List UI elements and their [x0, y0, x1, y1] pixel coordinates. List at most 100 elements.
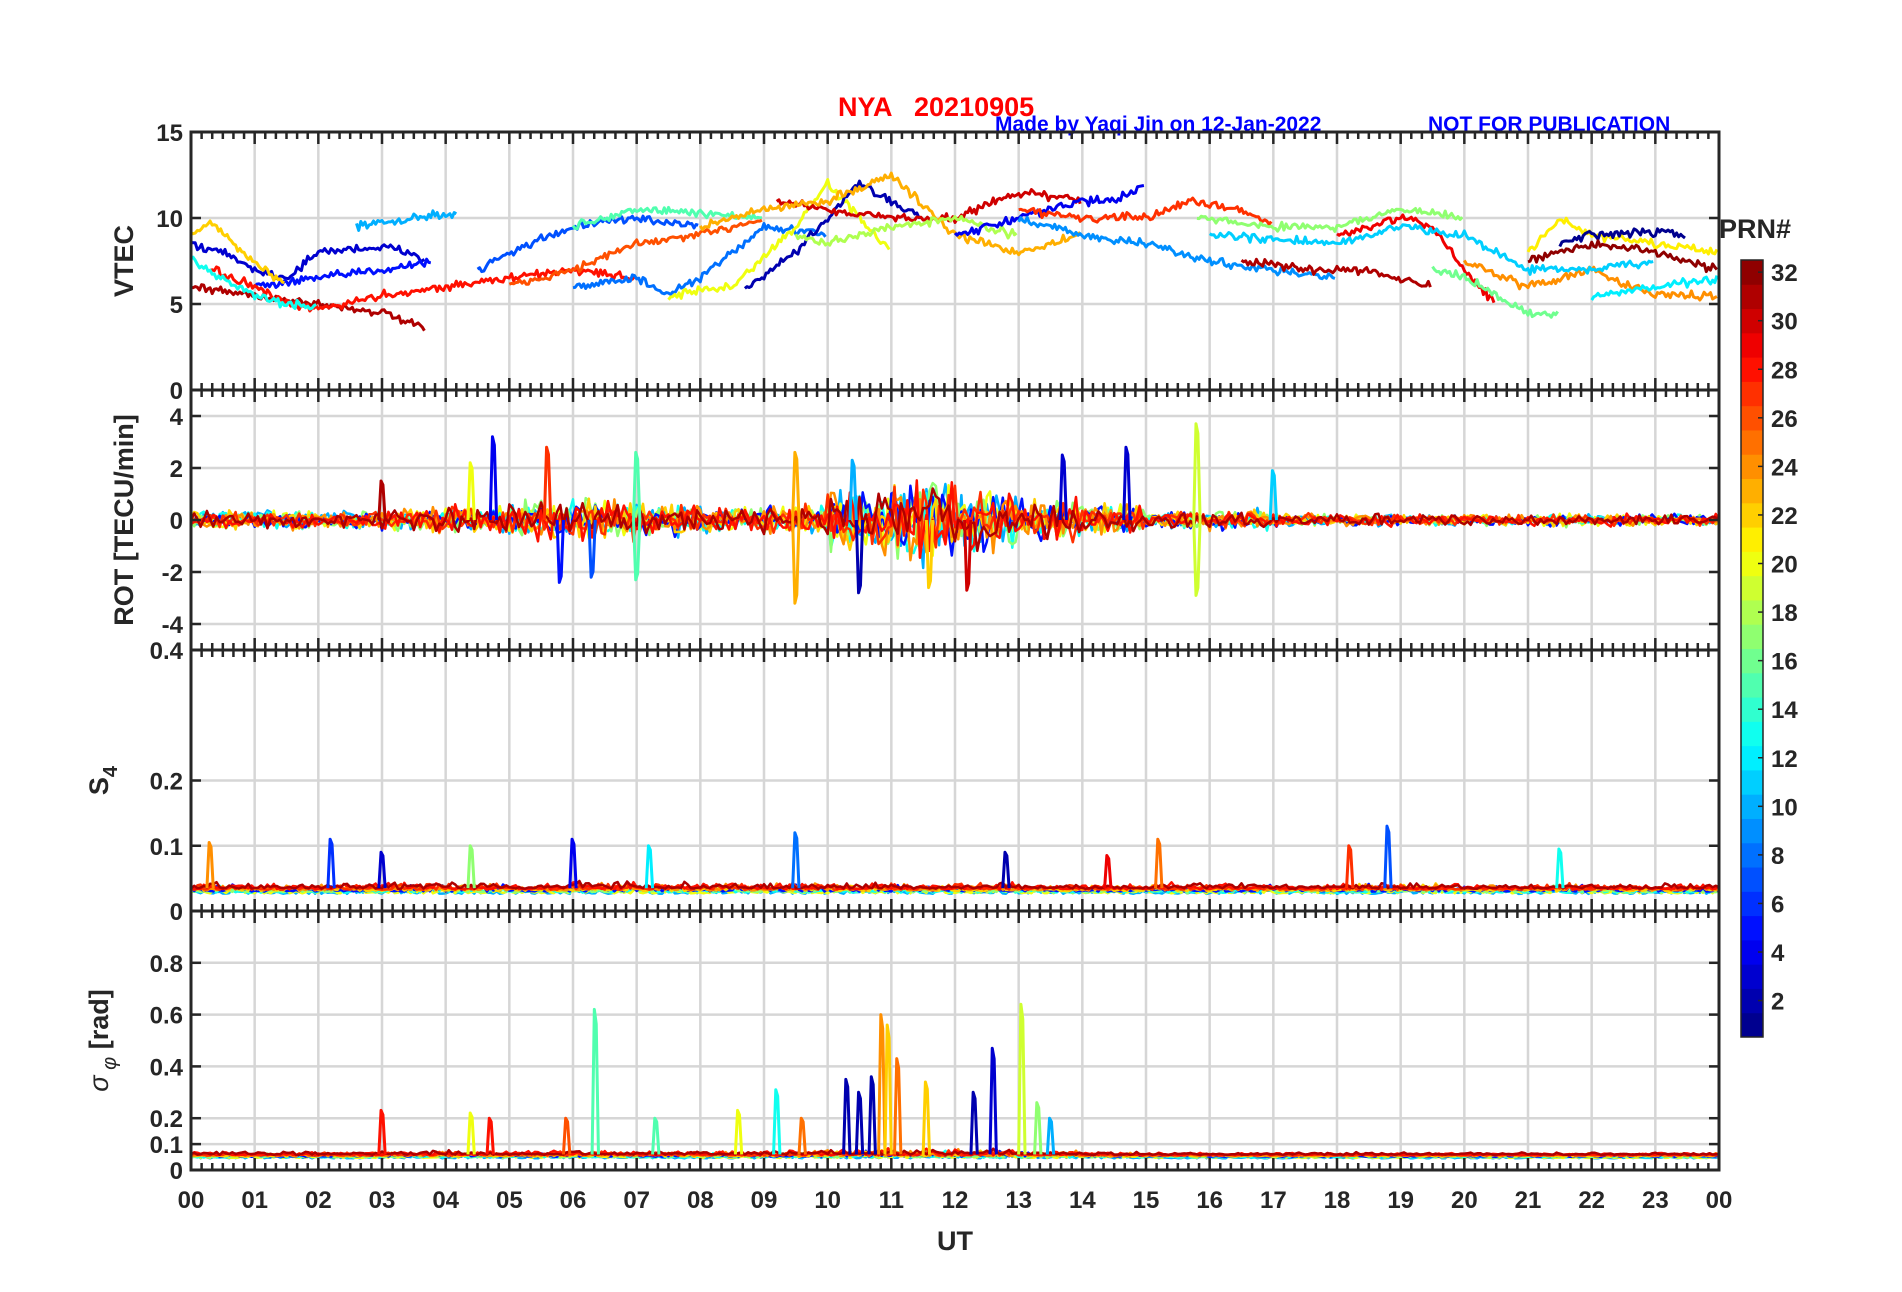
series-prn-22: [191, 219, 285, 285]
colorbar-segment-30: [1741, 308, 1763, 334]
series-prn-31: [191, 487, 1719, 553]
spike-prn-10: [1045, 1116, 1056, 1155]
y-tick-label: 0.2: [150, 769, 183, 796]
series-prn-5: [253, 257, 432, 289]
spike-prn-19: [1192, 422, 1202, 521]
colorbar-tick-label: 18: [1771, 600, 1798, 627]
x-tick-label: 08: [687, 1187, 714, 1214]
y-tick-label: 0.1: [150, 1132, 183, 1159]
y-tick-label: 0: [170, 1158, 183, 1185]
colorbar-tick-label: 8: [1771, 843, 1784, 870]
spike-prn-24: [205, 840, 215, 889]
colorbar-segment-22: [1741, 502, 1763, 528]
spike-prn-2: [854, 1090, 865, 1155]
panel-s4: 0 0.1 0.2 0.4 S4: [84, 638, 1721, 926]
colorbar-segment-12: [1741, 745, 1763, 771]
spike-prn-2: [854, 519, 865, 595]
x-tick-label: 15: [1133, 1187, 1160, 1214]
spike-prn-31: [377, 479, 387, 521]
colorbar-segment-28: [1741, 357, 1763, 382]
y-tick-label: 0: [170, 508, 183, 535]
data-series: [191, 824, 1719, 896]
spike-prn-15: [631, 519, 642, 582]
colorbar-tick-label: 20: [1771, 552, 1798, 579]
y-tick-label: 2: [170, 456, 183, 483]
series-prn-12: [1590, 275, 1719, 301]
colorbar-segment-18: [1741, 599, 1763, 625]
colorbar-tick-label: 28: [1771, 357, 1798, 384]
spike-prn-7: [587, 519, 597, 579]
series-prn-31: [191, 879, 1719, 890]
y-tick-label: -2: [162, 560, 183, 587]
colorbar-segment-23: [1741, 478, 1763, 504]
y-axis-label-sigma_phi: σ φ [rad]: [84, 989, 121, 1091]
x-tick-label: 09: [751, 1187, 778, 1214]
colorbar-tick-label: 26: [1771, 406, 1798, 433]
colorbar-segment-4: [1741, 939, 1763, 965]
y-tick-label: 0.4: [150, 1054, 184, 1081]
x-tick-label: 12: [942, 1187, 969, 1214]
colorbar-tick-label: 22: [1771, 503, 1798, 530]
y-tick-label: 0.8: [150, 951, 183, 978]
spike-prn-22: [924, 519, 935, 590]
x-tick-label: 20: [1451, 1187, 1478, 1214]
x-tick-label: 03: [369, 1187, 396, 1214]
series-prn-30: [775, 188, 1082, 224]
y-label-symbol: S: [84, 777, 114, 795]
x-tick-label: 21: [1515, 1187, 1542, 1214]
spike-prn-27: [1345, 844, 1355, 889]
spike-prn-28: [377, 1108, 387, 1155]
series-prn-16: [1431, 265, 1559, 319]
spike-prn-2: [969, 1090, 979, 1155]
series-prn-28: [209, 265, 636, 313]
y-tick-label: 0: [170, 899, 183, 926]
y-label-symbol: σ: [84, 1074, 114, 1092]
spike-prn-3: [1122, 445, 1132, 521]
colorbar-segment-5: [1741, 915, 1763, 941]
x-tick-label: 19: [1387, 1187, 1414, 1214]
x-tick-label: 07: [623, 1187, 650, 1214]
credit-text: Made by Yaqi Jin on 12-Jan-2022: [995, 113, 1321, 136]
spike-prn-20: [733, 1108, 744, 1155]
spike-prn-25: [797, 1116, 807, 1155]
y-axis-label-rot: ROT [TECU/min]: [109, 414, 139, 625]
colorbar-segment-10: [1741, 794, 1763, 819]
spike-prn-11: [1268, 469, 1279, 521]
series-prn-18: [794, 214, 1018, 247]
colorbar-segment-1: [1741, 1012, 1763, 1038]
series-prn-27: [191, 484, 1719, 559]
spike-prn-12: [644, 844, 655, 889]
spike-prn-10: [848, 458, 858, 521]
colorbar-segment-8: [1741, 842, 1763, 868]
x-tick-label: 13: [1005, 1187, 1032, 1214]
series-prn-23: [699, 171, 1082, 257]
colorbar-segment-26: [1741, 405, 1763, 431]
spike-prn-3: [988, 1046, 998, 1155]
colorbar-tick-label: 4: [1771, 940, 1785, 967]
series-prn-11: [1208, 223, 1654, 276]
x-tick-label: 18: [1324, 1187, 1351, 1214]
colorbar-segment-27: [1741, 381, 1763, 407]
colorbar-segment-24: [1741, 454, 1763, 480]
spike-prn-20: [466, 461, 476, 521]
series-prn-31: [1240, 257, 1432, 288]
y-tick-label: 0.4: [150, 638, 184, 665]
colorbar-label: PRN#: [1719, 214, 1791, 244]
series-prn-21: [1526, 216, 1719, 256]
y-tick-label: -4: [162, 612, 184, 639]
y-tick-label: 0.6: [150, 1003, 183, 1030]
x-tick-label: 23: [1642, 1187, 1669, 1214]
data-series: [191, 422, 1719, 605]
y-tick-label: 15: [156, 120, 183, 147]
y-tick-label: 0: [170, 378, 183, 405]
y-tick-label: 5: [170, 292, 183, 319]
spike-prn-15: [631, 450, 642, 521]
colorbar-tick-label: 16: [1771, 649, 1798, 676]
colorbar-tick-label: 24: [1771, 454, 1798, 481]
colorbar-segment-7: [1741, 867, 1763, 892]
x-tick-label: 02: [305, 1187, 332, 1214]
y-tick-label: 0.1: [150, 834, 183, 861]
y-label-subscript: φ: [99, 1057, 121, 1076]
spike-prn-3: [377, 850, 387, 889]
series-prn-32: [1527, 239, 1719, 274]
